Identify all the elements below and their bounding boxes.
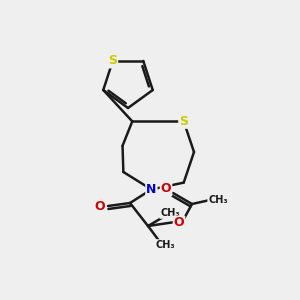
Text: O: O bbox=[161, 182, 171, 196]
Text: S: S bbox=[108, 55, 117, 68]
Text: N: N bbox=[146, 183, 157, 196]
Text: O: O bbox=[174, 217, 184, 230]
Text: CH₃: CH₃ bbox=[160, 208, 180, 218]
Text: S: S bbox=[179, 115, 188, 128]
Text: O: O bbox=[95, 200, 105, 212]
Text: CH₃: CH₃ bbox=[208, 195, 228, 205]
Text: CH₃: CH₃ bbox=[155, 240, 175, 250]
